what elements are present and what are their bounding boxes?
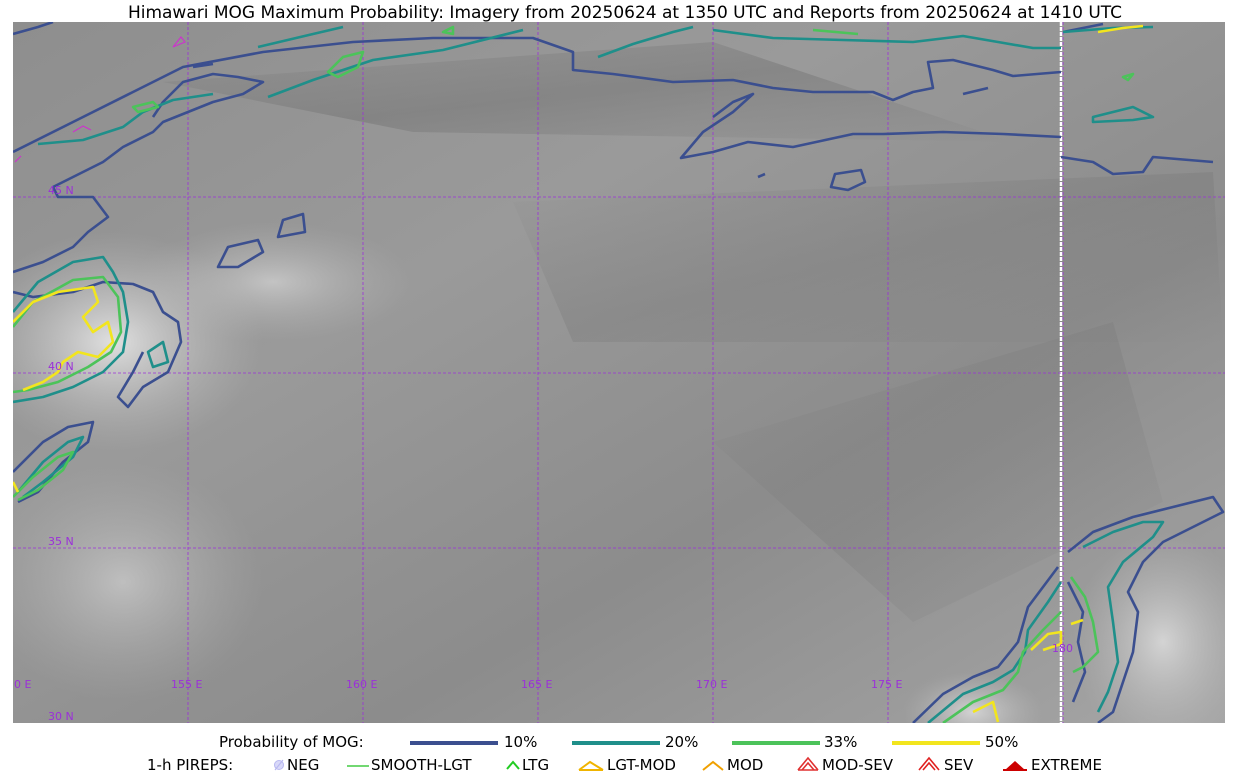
contour-20 (712, 28, 1061, 50)
legend-swatch-20 (572, 741, 660, 745)
contour-10 (1066, 581, 1087, 703)
pirep-label-lgt-mod: LGT-MOD (607, 756, 676, 774)
cloud-mass (133, 222, 413, 342)
dry-band (713, 322, 1163, 622)
lon-label: 170 E (696, 678, 727, 691)
sev-pirep-icon (918, 756, 940, 771)
legend-label-10: 10% (504, 733, 538, 751)
contour-10 (962, 86, 989, 96)
legend-swatch-50 (892, 741, 980, 745)
contour-33 (441, 25, 455, 36)
contour-10 (757, 172, 766, 179)
contour-20 (37, 92, 214, 146)
lat-label: 30 N (48, 710, 74, 723)
contour-20 (1091, 105, 1155, 124)
contour-33 (13, 450, 75, 502)
contour-10 (679, 92, 1062, 160)
pirep-label-sev: SEV (944, 756, 974, 774)
dry-band (163, 42, 1013, 142)
contour-10 (829, 168, 867, 192)
contour-20 (13, 255, 130, 404)
contour-50 (13, 481, 20, 493)
lon-label: 160 E (346, 678, 377, 691)
pirep-label-mod-sev: MOD-SEV (822, 756, 893, 774)
mod-pirep-icon (702, 760, 724, 771)
lon-label: 175 E (871, 678, 902, 691)
contour-33 (131, 100, 160, 114)
map-title: Himawari MOG Maximum Probability: Imager… (127, 3, 1123, 23)
contour-10 (13, 72, 265, 274)
lon-label: 155 E (171, 678, 202, 691)
contour-50 (972, 700, 1000, 723)
ltg-pirep-icon (506, 760, 520, 770)
contour-10 (1067, 495, 1225, 723)
legend-swatch-10 (410, 741, 498, 745)
lon-label: 180 (1052, 642, 1073, 655)
contour-10 (13, 22, 54, 36)
lgt-mod-pirep-icon (578, 760, 604, 771)
smooth-lgt-pirep-icon (347, 765, 369, 767)
mod-sev-pirep-icon (797, 756, 819, 771)
pirep-mark (72, 125, 92, 133)
dry-band (513, 172, 1223, 342)
pirep-mark (14, 155, 22, 163)
pirep-legend-title: 1-h PIREPS: (147, 756, 234, 774)
pirep-label-ltg: LTG (522, 756, 550, 774)
contour-20 (146, 340, 170, 369)
lon-label: 150 E (13, 678, 31, 691)
contour-10 (1060, 155, 1214, 176)
legend-label-50: 50% (985, 733, 1019, 751)
pirep-mark (172, 36, 186, 48)
contour-10 (912, 566, 1060, 723)
contour-50 (1030, 630, 1063, 652)
satellite-map: 45 N 40 N 35 N 30 N 150 E 155 E 160 E 16… (13, 22, 1225, 723)
lat-label: 40 N (48, 360, 74, 373)
contours-50pct (13, 24, 1144, 723)
contour-10 (216, 238, 265, 269)
contour-20 (17, 435, 85, 499)
contours-20pct (13, 25, 1165, 723)
lat-label: 35 N (48, 535, 74, 548)
probability-legend-title: Probability of MOG: (219, 733, 364, 751)
contour-10 (13, 36, 1062, 154)
cloud-mass (13, 462, 263, 702)
contour-10 (192, 62, 214, 69)
contour-20 (1082, 520, 1165, 713)
lon-label: 165 E (521, 678, 552, 691)
pirep-marks (14, 36, 186, 163)
contour-33 (13, 275, 123, 394)
pirep-label-mod: MOD (727, 756, 764, 774)
grid-labels: 45 N 40 N 35 N 30 N 150 E 155 E 160 E 16… (13, 184, 1073, 723)
contour-33 (326, 50, 365, 79)
contour-33 (1121, 72, 1135, 82)
contour-33 (812, 28, 859, 36)
map-canvas: 45 N 40 N 35 N 30 N 150 E 155 E 160 E 16… (13, 22, 1225, 723)
contour-33 (942, 611, 1062, 723)
contour-33 (1069, 576, 1100, 674)
extreme-pirep-icon (1003, 761, 1027, 771)
legend-label-20: 20% (665, 733, 699, 751)
contour-50 (13, 285, 115, 392)
pirep-label-neg: NEG (287, 756, 320, 774)
contour-10 (276, 212, 307, 239)
legend-label-33: 33% (824, 733, 858, 751)
contour-20 (267, 28, 524, 99)
pirep-label-smooth-lgt: SMOOTH-LGT (371, 756, 472, 774)
contour-20 (257, 25, 344, 49)
contour-50 (1070, 618, 1084, 626)
graticule (13, 22, 1225, 723)
lat-label: 45 N (48, 184, 74, 197)
contour-20 (597, 25, 694, 59)
legend-swatch-33 (732, 741, 820, 745)
neg-pirep-icon (274, 759, 284, 771)
contour-20 (927, 581, 1063, 723)
contours-33pct (13, 25, 1135, 723)
pirep-label-extreme: EXTREME (1031, 756, 1102, 774)
contour-50 (1097, 24, 1144, 34)
